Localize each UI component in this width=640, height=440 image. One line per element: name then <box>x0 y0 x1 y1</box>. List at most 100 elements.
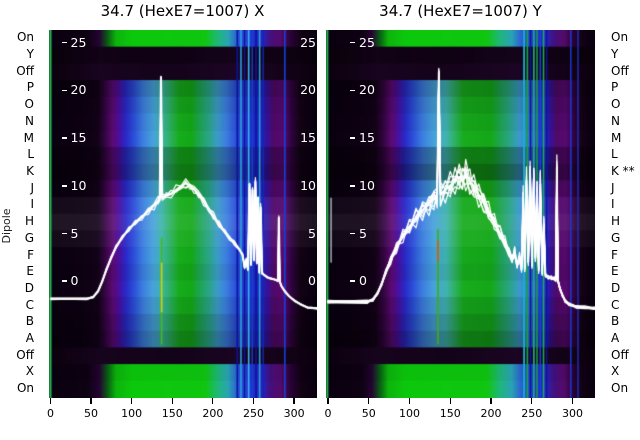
row-label-right: D <box>611 280 621 295</box>
row-label-right: J <box>611 180 615 195</box>
row-label-left: B <box>25 314 34 329</box>
row-label-left: C <box>25 297 34 312</box>
x-tick-label: 200 <box>480 407 502 420</box>
inner-tick-label: 15 <box>70 130 87 146</box>
inner-tick-label: 10 <box>359 177 375 193</box>
x-tick-label: 100 <box>398 407 420 420</box>
x-axis-tick <box>490 398 492 404</box>
row-label-left: J <box>30 180 34 195</box>
inner-tick-label: 5 <box>70 225 79 241</box>
inner-tick-dash <box>61 185 67 187</box>
inner-tick-dash <box>61 89 67 92</box>
x-axis-tick <box>408 398 411 404</box>
row-label-left: Off <box>16 347 34 362</box>
row-label-right: E <box>611 264 619 279</box>
x-axis-tick <box>368 398 370 404</box>
x-tick-label: 150 <box>439 407 461 420</box>
inner-tick-label: 0 <box>359 273 367 289</box>
row-label-right: K ** <box>611 163 635 178</box>
inner-tick-dash <box>350 41 355 44</box>
inner-tick-dash <box>350 232 355 235</box>
heatmap-panel-y <box>326 29 595 398</box>
between-tick-label: 10 <box>300 177 316 193</box>
inner-tick-label: 25 <box>70 34 87 50</box>
row-label-left: O <box>24 97 34 112</box>
between-tick-label: 0 <box>308 273 316 289</box>
row-label-right: N <box>611 113 620 128</box>
panel-title-x: 34.7 (HexE7=1007) X <box>100 2 265 20</box>
panel-title-y: 34.7 (HexE7=1007) Y <box>379 2 542 20</box>
row-label-left: G <box>24 230 34 245</box>
row-label-right: M <box>611 130 622 145</box>
row-label-right: Off <box>611 347 629 362</box>
row-label-left: D <box>24 280 34 295</box>
row-label-left: I <box>30 197 34 212</box>
row-label-right: On <box>611 30 629 45</box>
x-tick-label: 0 <box>324 407 332 420</box>
inner-tick-label: 0 <box>70 273 79 289</box>
row-label-right: A <box>611 331 620 346</box>
x-axis-tick <box>531 398 533 404</box>
x-axis-tick <box>212 398 214 404</box>
x-axis-tick <box>327 398 329 404</box>
row-label-right: X <box>611 364 620 379</box>
x-axis-tick <box>293 398 295 404</box>
row-label-right: G <box>611 230 621 245</box>
inner-tick-label: 25 <box>359 34 375 50</box>
between-tick-label: 5 <box>308 225 316 241</box>
row-label-right: L <box>611 147 618 162</box>
x-axis-tick <box>252 398 255 404</box>
inner-tick-dash <box>61 41 67 44</box>
row-label-left: H <box>24 214 34 229</box>
between-tick-label: 25 <box>300 34 316 50</box>
row-label-right: F <box>611 247 618 262</box>
row-label-left: A <box>25 331 34 346</box>
x-axis-tick <box>90 398 92 404</box>
row-label-left: F <box>27 247 34 262</box>
inner-tick-label: 20 <box>70 82 87 98</box>
x-axis-tick <box>571 398 574 404</box>
between-tick-label: 20 <box>300 82 316 98</box>
x-tick-label: 250 <box>521 407 543 420</box>
row-label-right: Y <box>611 47 619 62</box>
row-label-right: I <box>611 197 615 212</box>
x-tick-label: 150 <box>161 407 183 420</box>
inner-tick-dash <box>350 137 355 139</box>
row-label-right: C <box>611 297 620 312</box>
x-tick-label: 50 <box>84 407 99 420</box>
row-label-left: M <box>23 130 34 145</box>
row-label-left: P <box>26 80 34 95</box>
x-tick-label: 300 <box>283 407 305 420</box>
heatmap-panel-x <box>48 29 317 398</box>
inner-tick-dash <box>61 232 67 235</box>
x-axis-tick <box>131 398 133 404</box>
row-label-right: On <box>611 381 629 396</box>
inner-tick-dash <box>350 89 355 92</box>
row-label-left: X <box>25 364 34 379</box>
inner-tick-dash <box>61 280 67 282</box>
inner-tick-label: 5 <box>359 225 367 241</box>
row-label-left: K <box>26 163 34 178</box>
x-tick-label: 250 <box>242 407 264 420</box>
row-label-right: Off <box>611 63 629 78</box>
row-label-left: E <box>26 264 34 279</box>
row-label-left: N <box>25 113 34 128</box>
x-axis-tick <box>171 398 173 404</box>
between-tick-label: 15 <box>300 130 316 146</box>
x-tick-label: 300 <box>562 407 583 420</box>
x-axis-tick <box>49 398 52 404</box>
x-tick-label: 200 <box>202 407 224 420</box>
row-label-left: L <box>27 147 34 162</box>
inner-tick-label: 15 <box>359 130 375 146</box>
row-label-right: P <box>611 80 619 95</box>
inner-tick-label: 10 <box>70 177 87 193</box>
row-label-left: On <box>16 30 34 45</box>
x-tick-label: 0 <box>46 407 54 420</box>
x-tick-label: 100 <box>121 407 143 420</box>
row-label-right: B <box>611 314 620 329</box>
row-label-right: O <box>611 97 621 112</box>
row-label-left: Off <box>16 63 34 78</box>
x-tick-label: 50 <box>361 407 376 420</box>
inner-tick-dash <box>350 280 355 282</box>
